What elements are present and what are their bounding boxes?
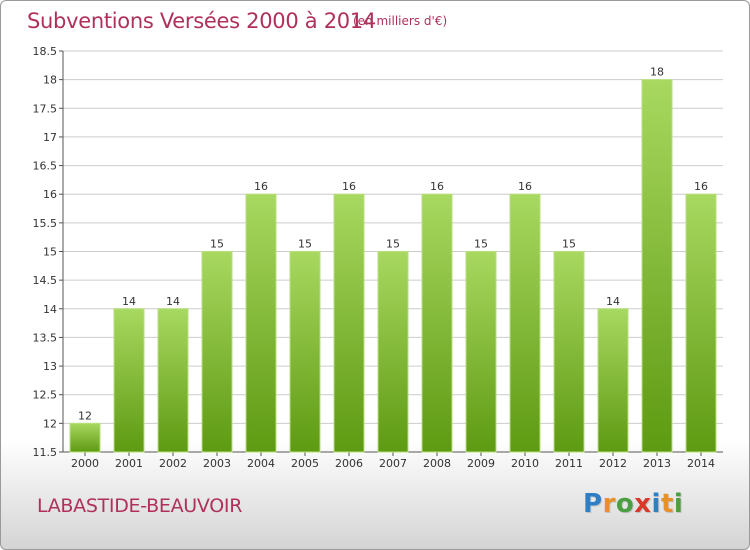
y-tick-label: 15 (43, 246, 57, 259)
data-label: 15 (562, 238, 576, 251)
y-tick-label: 13.5 (33, 331, 58, 344)
x-tick-label: 2010 (511, 457, 539, 470)
y-tick-label: 14 (43, 303, 57, 316)
bar (333, 193, 365, 453)
bar (69, 422, 101, 453)
bar (509, 193, 541, 453)
y-tick-label: 18.5 (33, 45, 58, 58)
y-tick-label: 12.5 (33, 389, 58, 402)
bar (421, 193, 453, 453)
x-tick-label: 2004 (247, 457, 275, 470)
data-label: 15 (386, 238, 400, 251)
x-tick-label: 2011 (555, 457, 583, 470)
x-tick-label: 2002 (159, 457, 187, 470)
x-tick-label: 2009 (467, 457, 495, 470)
data-label: 12 (78, 409, 92, 422)
data-label: 16 (518, 180, 532, 193)
data-label: 16 (342, 180, 356, 193)
logo-letter: o (615, 489, 635, 519)
y-tick-label: 17.5 (33, 102, 58, 115)
x-tick-label: 2001 (115, 457, 143, 470)
data-label: 18 (650, 66, 664, 79)
bar (289, 251, 321, 453)
y-tick-label: 15.5 (33, 217, 58, 230)
commune-name: LABASTIDE-BEAUVOIR (37, 495, 243, 517)
logo-letter: r (602, 489, 616, 519)
logo-letter: i (651, 489, 661, 519)
y-tick-label: 16.5 (33, 160, 58, 173)
x-tick-label: 2013 (643, 457, 671, 470)
y-tick-label: 13 (43, 360, 57, 373)
x-tick-label: 2008 (423, 457, 451, 470)
y-tick-label: 18 (43, 74, 57, 87)
y-tick-label: 11.5 (33, 446, 58, 459)
data-label: 15 (210, 238, 224, 251)
bar (685, 193, 717, 453)
bar (201, 251, 233, 453)
chart-title: Subventions Versées 2000 à 2014 (27, 9, 376, 33)
x-tick-label: 2006 (335, 457, 363, 470)
data-label: 16 (430, 180, 444, 193)
y-tick-label: 17 (43, 131, 57, 144)
y-tick-label: 12 (43, 417, 57, 430)
logo-letter: x (634, 489, 652, 519)
bar (465, 251, 497, 453)
data-label: 14 (166, 295, 180, 308)
data-label: 16 (694, 180, 708, 193)
data-label: 14 (606, 295, 620, 308)
x-tick-label: 2003 (203, 457, 231, 470)
bar (597, 308, 629, 453)
x-tick-label: 2012 (599, 457, 627, 470)
labels: 11.5 12 12.5 13 13.5 14 14.5 15 15.5 16 16.5 17 17.5… (33, 45, 716, 470)
x-tick-label: 2000 (71, 457, 99, 470)
logo-letter: P (583, 489, 603, 519)
logo-letter: i (673, 489, 684, 519)
data-label: 16 (254, 180, 268, 193)
chart-subtitle: (en milliers d'€) (353, 14, 448, 28)
bar (641, 79, 673, 453)
data-label: 14 (122, 295, 136, 308)
data-label: 15 (298, 238, 312, 251)
proxiti-logo[interactable]: Proxiti (583, 489, 683, 519)
x-tick-label: 2005 (291, 457, 319, 470)
y-tick-label: 16 (43, 188, 57, 201)
y-tick-label: 14.5 (33, 274, 58, 287)
x-tick-label: 2014 (687, 457, 715, 470)
logo-letter: t (660, 489, 674, 519)
bars (69, 79, 717, 453)
bar (113, 308, 145, 453)
bar (157, 308, 189, 453)
bar (553, 251, 585, 453)
bar (377, 251, 409, 453)
data-label: 15 (474, 238, 488, 251)
bar (245, 193, 277, 453)
x-tick-label: 2007 (379, 457, 407, 470)
